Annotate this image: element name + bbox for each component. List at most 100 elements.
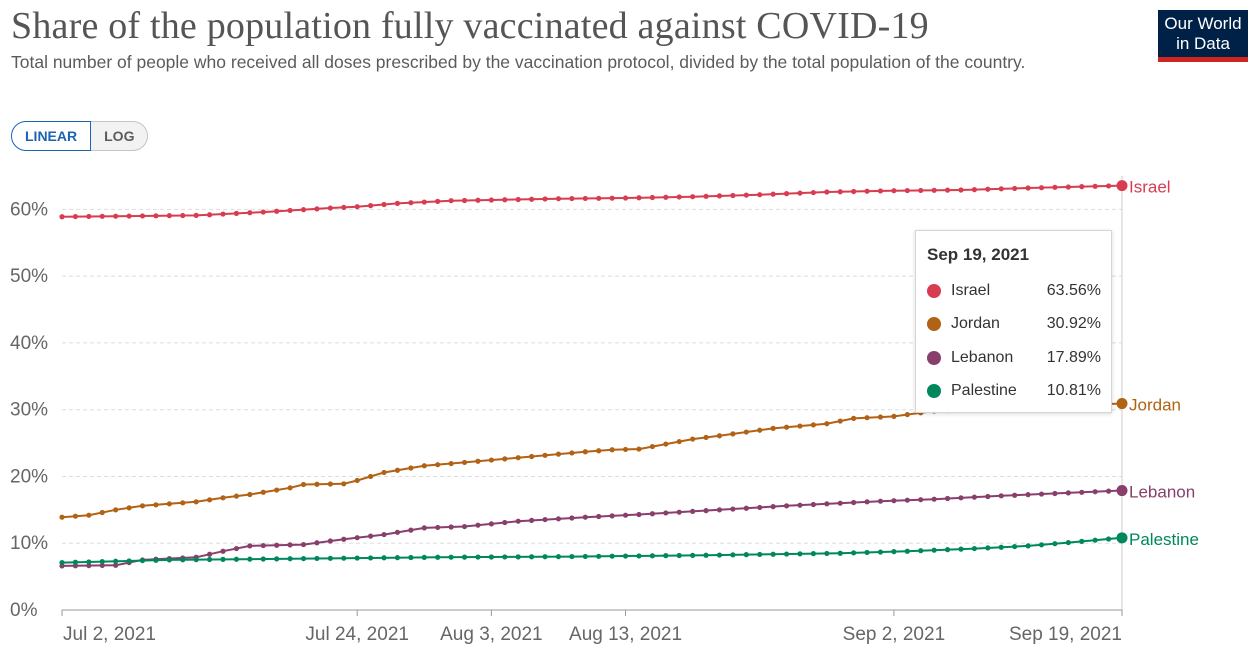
palestine-data-point[interactable] [690, 552, 696, 558]
palestine-data-point[interactable] [891, 549, 897, 555]
israel-data-point[interactable] [918, 187, 924, 194]
lebanon-data-point[interactable] [663, 510, 669, 516]
lebanon-data-point[interactable] [770, 504, 776, 510]
palestine-data-point[interactable] [341, 555, 347, 561]
lebanon-data-point[interactable] [113, 562, 119, 568]
israel-data-point[interactable] [86, 213, 92, 220]
lebanon-data-point[interactable] [314, 540, 320, 546]
israel-data-point[interactable] [180, 212, 186, 219]
palestine-data-point[interactable] [180, 557, 186, 563]
palestine-data-point[interactable] [1105, 536, 1112, 542]
jordan-data-point[interactable] [877, 414, 884, 420]
israel-data-point[interactable] [341, 204, 347, 210]
lebanon-data-point[interactable] [1065, 490, 1071, 496]
lebanon-data-point[interactable] [300, 541, 307, 548]
palestine-data-point[interactable] [716, 552, 723, 558]
israel-data-point[interactable] [851, 188, 857, 195]
israel-data-point[interactable] [1079, 184, 1085, 190]
israel-data-point[interactable] [944, 187, 951, 193]
lebanon-data-point[interactable] [461, 523, 468, 530]
israel-data-point[interactable] [314, 206, 320, 212]
jordan-data-point[interactable] [904, 411, 910, 418]
jordan-data-point[interactable] [475, 458, 481, 464]
palestine-data-point[interactable] [582, 553, 588, 560]
israel-data-point[interactable] [596, 195, 602, 201]
israel-data-point[interactable] [421, 199, 427, 205]
palestine-data-point[interactable] [233, 556, 240, 562]
jordan-series-line[interactable] [61, 402, 1123, 519]
palestine-data-point[interactable] [166, 557, 172, 563]
jordan-data-point[interactable] [663, 441, 669, 447]
israel-data-point[interactable] [622, 195, 629, 201]
jordan-data-point[interactable] [274, 487, 280, 493]
jordan-data-point[interactable] [864, 415, 870, 421]
israel-data-point[interactable] [488, 197, 494, 203]
lebanon-data-point[interactable] [622, 512, 629, 518]
palestine-end-marker[interactable] [1116, 532, 1128, 544]
israel-data-point[interactable] [461, 197, 468, 204]
lebanon-data-point[interactable] [421, 525, 427, 531]
palestine-data-point[interactable] [877, 549, 884, 555]
jordan-data-point[interactable] [368, 473, 374, 480]
jordan-data-point[interactable] [461, 459, 468, 466]
palestine-data-point[interactable] [220, 556, 226, 562]
lebanon-data-point[interactable] [260, 542, 266, 549]
jordan-data-point[interactable] [421, 463, 427, 469]
jordan-data-point[interactable] [394, 467, 401, 473]
lebanon-data-point[interactable] [448, 524, 454, 530]
israel-data-point[interactable] [824, 189, 830, 195]
palestine-data-point[interactable] [126, 558, 132, 564]
lebanon-data-point[interactable] [636, 511, 642, 518]
israel-data-point[interactable] [609, 195, 615, 201]
palestine-data-point[interactable] [851, 550, 857, 556]
lebanon-data-point[interactable] [327, 538, 333, 544]
israel-data-point[interactable] [274, 208, 280, 214]
palestine-data-point[interactable] [381, 555, 387, 561]
palestine-data-point[interactable] [837, 550, 843, 556]
lebanon-data-point[interactable] [488, 521, 494, 527]
lebanon-data-point[interactable] [596, 513, 602, 520]
palestine-data-point[interactable] [193, 557, 199, 563]
israel-data-point[interactable] [743, 192, 749, 198]
palestine-data-point[interactable] [797, 551, 803, 557]
israel-data-point[interactable] [985, 186, 991, 192]
palestine-data-point[interactable] [260, 556, 266, 562]
jordan-data-point[interactable] [435, 462, 441, 468]
israel-data-point[interactable] [555, 196, 562, 202]
lebanon-data-point[interactable] [569, 515, 575, 521]
palestine-data-point[interactable] [971, 545, 978, 552]
jordan-data-point[interactable] [622, 446, 629, 453]
jordan-data-point[interactable] [609, 447, 615, 453]
israel-data-point[interactable] [300, 207, 307, 213]
jordan-data-point[interactable] [247, 491, 253, 498]
palestine-data-point[interactable] [421, 554, 427, 560]
jordan-data-point[interactable] [502, 456, 508, 462]
israel-data-point[interactable] [676, 194, 682, 200]
israel-data-point[interactable] [153, 213, 159, 219]
lebanon-data-point[interactable] [529, 517, 535, 523]
israel-data-point[interactable] [368, 203, 374, 209]
israel-data-point[interactable] [166, 213, 172, 219]
jordan-data-point[interactable] [180, 500, 186, 506]
israel-series-label[interactable]: Israel [1129, 178, 1171, 197]
palestine-data-point[interactable] [770, 551, 776, 557]
lebanon-data-point[interactable] [958, 495, 964, 501]
lebanon-data-point[interactable] [1025, 492, 1031, 498]
lebanon-data-point[interactable] [354, 535, 360, 541]
israel-data-point[interactable] [1105, 183, 1112, 189]
palestine-data-point[interactable] [743, 552, 749, 558]
lebanon-data-point[interactable] [99, 562, 105, 569]
israel-data-point[interactable] [690, 194, 696, 200]
jordan-data-point[interactable] [59, 514, 65, 520]
lebanon-data-point[interactable] [555, 516, 562, 522]
palestine-data-point[interactable] [918, 548, 924, 554]
lebanon-data-point[interactable] [918, 497, 924, 503]
palestine-data-point[interactable] [676, 552, 682, 559]
palestine-data-point[interactable] [663, 553, 669, 559]
israel-data-point[interactable] [810, 189, 816, 196]
israel-data-point[interactable] [381, 201, 387, 208]
lebanon-data-point[interactable] [797, 502, 803, 508]
lebanon-data-point[interactable] [944, 495, 951, 502]
lebanon-data-point[interactable] [1052, 490, 1058, 497]
lebanon-data-point[interactable] [542, 516, 548, 523]
